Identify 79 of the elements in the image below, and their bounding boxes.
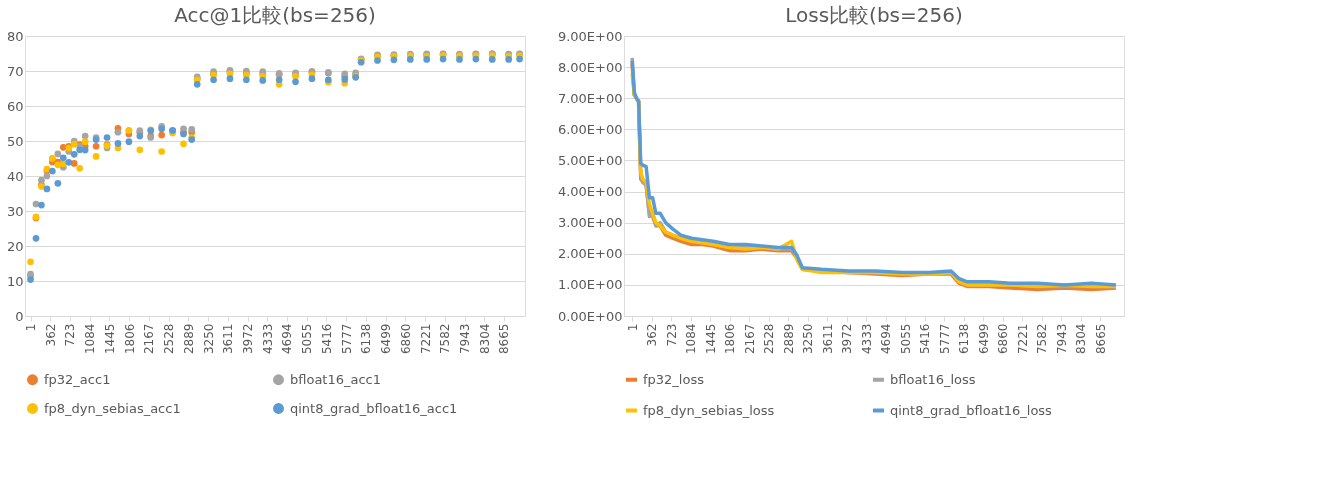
x-tick-label: 5055	[300, 323, 315, 355]
x-tick-label: 6138	[957, 323, 972, 355]
x-tick-label: 3250	[801, 323, 816, 355]
y-tick-label: 1.00E+00	[557, 277, 623, 293]
x-tick-label: 4333	[859, 323, 874, 355]
x-tick-label: 3972	[840, 323, 855, 355]
y-tick-label: 7.00E+00	[557, 90, 623, 106]
x-tick-label: 1445	[703, 323, 718, 355]
x-tick-label: 1084	[83, 323, 98, 355]
y-tick-label: 30	[6, 203, 24, 219]
y-tick-label: 80	[6, 28, 24, 44]
x-tick-label: 2528	[762, 323, 777, 355]
x-tick-label: 8304	[477, 323, 492, 355]
y-tick-label: 40	[6, 168, 24, 184]
y-tick-label: 70	[6, 63, 24, 79]
x-tick-label: 1806	[122, 323, 137, 355]
x-tick-label: 2889	[781, 323, 796, 355]
y-tick-label: 9.00E+00	[557, 28, 623, 44]
y-tick-label: 6.00E+00	[557, 121, 623, 137]
x-tick-label: 4333	[260, 323, 275, 355]
x-tick-label: 6138	[359, 323, 374, 355]
x-tick-label: 4694	[879, 323, 894, 355]
chart-title: Loss比較(bs=256)	[785, 3, 963, 27]
legend-label: fp8_dyn_sebias_loss	[643, 402, 775, 418]
x-tick-label: 7943	[1054, 323, 1069, 355]
x-tick-label: 8665	[1093, 323, 1108, 355]
x-tick-label: 1806	[723, 323, 738, 355]
x-tick-label: 2167	[742, 323, 757, 355]
x-tick-label: 3972	[241, 323, 256, 355]
x-tick-label: 723	[63, 323, 78, 347]
x-tick-label: 2167	[142, 323, 157, 355]
x-tick-label: 362	[645, 323, 660, 347]
legend-label: fp8_dyn_sebias_acc1	[44, 400, 181, 416]
y-tick-label: 8.00E+00	[557, 59, 623, 75]
x-tick-label: 4694	[280, 323, 295, 355]
x-tick-label: 6860	[398, 323, 413, 355]
x-tick-label: 2528	[162, 323, 177, 355]
x-tick-label: 723	[664, 323, 679, 347]
chart-title: Acc@1比較(bs=256)	[174, 3, 376, 27]
y-tick-label: 2.00E+00	[557, 246, 623, 262]
y-tick-label: 50	[6, 133, 24, 149]
x-tick-label: 7943	[458, 323, 473, 355]
x-tick-label: 6499	[379, 323, 394, 355]
x-tick-label: 3611	[820, 323, 835, 355]
x-tick-label: 1	[625, 323, 640, 332]
legend-label: bfloat16_loss	[890, 371, 976, 387]
legend-label: bfloat16_acc1	[290, 371, 382, 387]
x-tick-label: 3611	[221, 323, 236, 355]
x-tick-label: 1	[24, 323, 39, 332]
y-tick-label: 10	[6, 273, 24, 289]
x-tick-label: 1445	[102, 323, 117, 355]
legend-label: qint8_grad_bfloat16_loss	[890, 402, 1053, 418]
x-tick-label: 3250	[201, 323, 216, 355]
x-tick-label: 1084	[684, 323, 699, 355]
y-tick-label: 0	[15, 308, 24, 324]
x-tick-label: 6860	[996, 323, 1011, 355]
x-tick-label: 5777	[937, 323, 952, 355]
x-tick-label: 7582	[438, 323, 453, 355]
x-tick-label: 5416	[319, 323, 334, 355]
x-tick-label: 5416	[918, 323, 933, 355]
x-tick-label: 8304	[1074, 323, 1089, 355]
x-tick-label: 362	[43, 323, 58, 347]
y-tick-label: 0.00E+00	[557, 308, 623, 324]
x-tick-label: 7582	[1035, 323, 1050, 355]
legend-label: fp32_loss	[643, 371, 705, 387]
y-tick-label: 60	[6, 98, 24, 114]
y-tick-label: 5.00E+00	[557, 152, 623, 168]
y-tick-label: 4.00E+00	[557, 184, 623, 200]
x-tick-label: 8665	[497, 323, 512, 355]
x-tick-label: 7221	[418, 323, 433, 355]
x-tick-label: 7221	[1015, 323, 1030, 355]
legend-label: fp32_acc1	[44, 371, 111, 387]
x-tick-label: 5777	[339, 323, 354, 355]
y-tick-label: 20	[6, 238, 24, 254]
x-tick-label: 2889	[181, 323, 196, 355]
x-tick-label: 5055	[898, 323, 913, 355]
legend-label: qint8_grad_bfloat16_acc1	[290, 400, 458, 416]
y-tick-label: 3.00E+00	[557, 215, 623, 231]
x-tick-label: 6499	[976, 323, 991, 355]
